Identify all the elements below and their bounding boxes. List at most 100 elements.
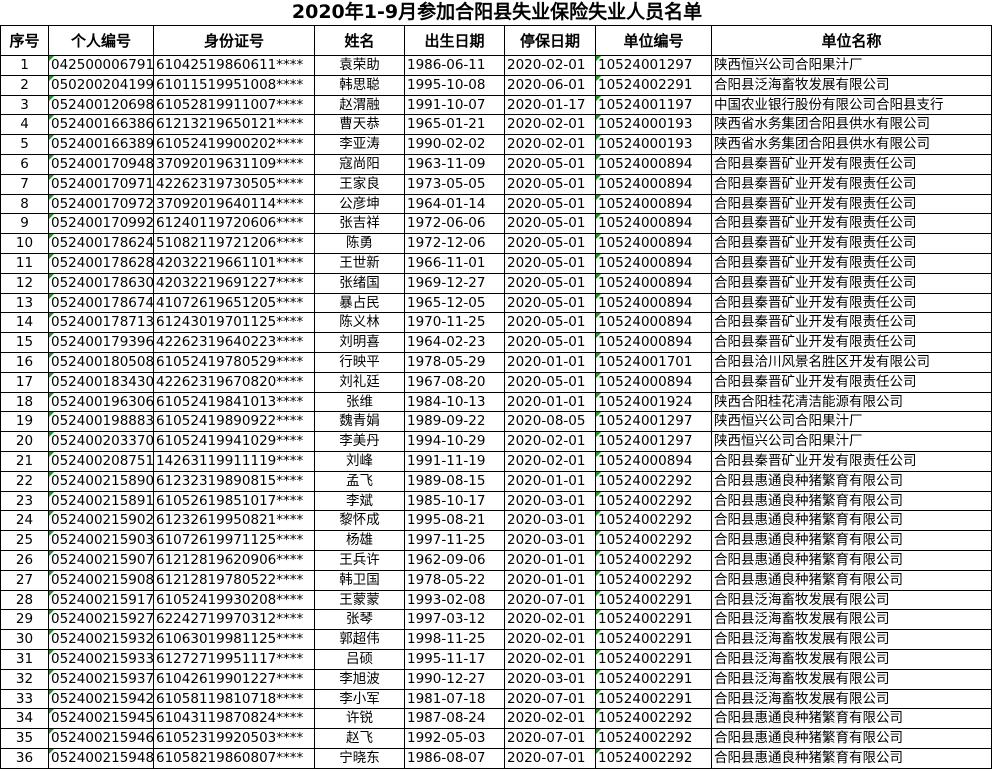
- cell-name[interactable]: 刘明喜: [314, 332, 405, 353]
- cell-id-card[interactable]: 61058219860807****: [153, 747, 315, 769]
- cell-personal-id[interactable]: 052400170948: [48, 153, 154, 175]
- cell-stop-date[interactable]: 2020-02-01: [504, 629, 596, 650]
- cell-name[interactable]: 魏青娟: [314, 411, 405, 433]
- cell-seq[interactable]: 17: [0, 371, 49, 393]
- cell-personal-id[interactable]: 052400179396: [48, 332, 154, 353]
- cell-birth-date[interactable]: 1986-06-11: [404, 55, 505, 76]
- cell-seq[interactable]: 27: [0, 569, 49, 591]
- cell-name[interactable]: 宁晓东: [314, 747, 405, 769]
- cell-stop-date[interactable]: 2020-06-01: [504, 74, 596, 96]
- cell-seq[interactable]: 25: [0, 530, 49, 551]
- cell-unit-name[interactable]: 合阳县秦晋矿业开发有限责任公司: [711, 312, 992, 334]
- cell-unit-id[interactable]: 10524000894: [595, 292, 712, 314]
- cell-name[interactable]: 寇尚阳: [314, 153, 405, 175]
- cell-birth-date[interactable]: 1998-11-25: [404, 629, 505, 650]
- cell-unit-id[interactable]: 10524000894: [595, 173, 712, 195]
- cell-id-card[interactable]: 37092019631109****: [153, 153, 315, 175]
- cell-birth-date[interactable]: 1995-08-21: [404, 510, 505, 532]
- cell-unit-name[interactable]: 合阳县秦晋矿业开发有限责任公司: [711, 332, 992, 353]
- cell-stop-date[interactable]: 2020-01-01: [504, 569, 596, 591]
- cell-stop-date[interactable]: 2020-01-01: [504, 391, 596, 413]
- cell-id-card[interactable]: 62242719970312****: [153, 609, 315, 631]
- cell-unit-id[interactable]: 10524001701: [595, 351, 712, 373]
- cell-personal-id[interactable]: 052400215942: [48, 688, 154, 710]
- col-header-unit-id[interactable]: 单位编号: [595, 25, 712, 56]
- cell-seq[interactable]: 24: [0, 510, 49, 532]
- cell-seq[interactable]: 23: [0, 490, 49, 512]
- cell-name[interactable]: 张绪国: [314, 272, 405, 294]
- cell-id-card[interactable]: 61212819620906****: [153, 549, 315, 571]
- cell-id-card[interactable]: 61213219650121****: [153, 114, 315, 136]
- cell-seq[interactable]: 28: [0, 589, 49, 611]
- cell-personal-id[interactable]: 052400166389: [48, 134, 154, 155]
- cell-seq[interactable]: 35: [0, 728, 49, 749]
- cell-stop-date[interactable]: 2020-02-01: [504, 114, 596, 136]
- cell-personal-id[interactable]: 052400178628: [48, 252, 154, 274]
- cell-id-card[interactable]: 61072619971125****: [153, 530, 315, 551]
- cell-unit-name[interactable]: 陕西省水务集团合阳县供水有限公司: [711, 134, 992, 155]
- cell-personal-id[interactable]: 052400170972: [48, 193, 154, 215]
- cell-stop-date[interactable]: 2020-01-01: [504, 470, 596, 492]
- cell-unit-id[interactable]: 10524002292: [595, 490, 712, 512]
- cell-unit-id[interactable]: 10524002292: [595, 728, 712, 749]
- cell-id-card[interactable]: 61052419890922****: [153, 411, 315, 433]
- cell-unit-id[interactable]: 10524000894: [595, 252, 712, 274]
- cell-personal-id[interactable]: 052400183430: [48, 371, 154, 393]
- cell-stop-date[interactable]: 2020-07-01: [504, 589, 596, 611]
- cell-stop-date[interactable]: 2020-03-01: [504, 530, 596, 551]
- cell-unit-name[interactable]: 合阳县惠通良种猪繁育有限公司: [711, 728, 992, 749]
- cell-seq[interactable]: 31: [0, 648, 49, 670]
- cell-unit-name[interactable]: 陕西恒兴公司合阳果汁厂: [711, 431, 992, 452]
- cell-id-card[interactable]: 14263119911119****: [153, 450, 315, 472]
- cell-stop-date[interactable]: 2020-02-01: [504, 648, 596, 670]
- cell-personal-id[interactable]: 052400166386: [48, 114, 154, 136]
- cell-id-card[interactable]: 42032219691227****: [153, 272, 315, 294]
- cell-personal-id[interactable]: 052400215933: [48, 648, 154, 670]
- cell-seq[interactable]: 2: [0, 74, 49, 96]
- cell-seq[interactable]: 32: [0, 668, 49, 690]
- cell-personal-id[interactable]: 052400215946: [48, 728, 154, 749]
- cell-personal-id[interactable]: 052400215927: [48, 609, 154, 631]
- cell-name[interactable]: 公彦坤: [314, 193, 405, 215]
- cell-birth-date[interactable]: 1990-12-27: [404, 668, 505, 690]
- cell-personal-id[interactable]: 052400215948: [48, 747, 154, 769]
- cell-stop-date[interactable]: 2020-05-01: [504, 292, 596, 314]
- cell-stop-date[interactable]: 2020-02-01: [504, 609, 596, 631]
- cell-unit-name[interactable]: 合阳县泛海畜牧发展有限公司: [711, 589, 992, 611]
- cell-name[interactable]: 李小军: [314, 688, 405, 710]
- cell-name[interactable]: 孟飞: [314, 470, 405, 492]
- cell-unit-id[interactable]: 10524002291: [595, 688, 712, 710]
- cell-unit-id[interactable]: 10524002292: [595, 530, 712, 551]
- cell-id-card[interactable]: 61052319920503****: [153, 728, 315, 749]
- cell-birth-date[interactable]: 1965-01-21: [404, 114, 505, 136]
- cell-name[interactable]: 韩思聪: [314, 74, 405, 96]
- cell-personal-id[interactable]: 052400178713: [48, 312, 154, 334]
- cell-birth-date[interactable]: 1965-12-05: [404, 292, 505, 314]
- cell-birth-date[interactable]: 1995-10-08: [404, 74, 505, 96]
- cell-personal-id[interactable]: 052400178630: [48, 272, 154, 294]
- cell-birth-date[interactable]: 1964-01-14: [404, 193, 505, 215]
- cell-unit-id[interactable]: 10524001924: [595, 391, 712, 413]
- cell-unit-id[interactable]: 10524000894: [595, 450, 712, 472]
- cell-seq[interactable]: 26: [0, 549, 49, 571]
- cell-unit-id[interactable]: 10524002291: [595, 629, 712, 650]
- cell-personal-id[interactable]: 052400120698: [48, 94, 154, 116]
- cell-unit-name[interactable]: 合阳县泛海畜牧发展有限公司: [711, 609, 992, 631]
- cell-stop-date[interactable]: 2020-02-01: [504, 55, 596, 76]
- cell-birth-date[interactable]: 1989-08-15: [404, 470, 505, 492]
- cell-unit-name[interactable]: 合阳县秦晋矿业开发有限责任公司: [711, 153, 992, 175]
- cell-personal-id[interactable]: 052400215932: [48, 629, 154, 650]
- cell-id-card[interactable]: 61052419941029****: [153, 431, 315, 452]
- cell-birth-date[interactable]: 1981-07-18: [404, 688, 505, 710]
- cell-unit-name[interactable]: 合阳县泛海畜牧发展有限公司: [711, 688, 992, 710]
- cell-unit-id[interactable]: 10524001197: [595, 94, 712, 116]
- cell-birth-date[interactable]: 1967-08-20: [404, 371, 505, 393]
- cell-id-card[interactable]: 42032219661101****: [153, 252, 315, 274]
- cell-id-card[interactable]: 61063019981125****: [153, 629, 315, 650]
- cell-seq[interactable]: 15: [0, 332, 49, 353]
- cell-seq[interactable]: 22: [0, 470, 49, 492]
- cell-unit-id[interactable]: 10524002292: [595, 470, 712, 492]
- cell-seq[interactable]: 14: [0, 312, 49, 334]
- cell-name[interactable]: 曹天恭: [314, 114, 405, 136]
- cell-seq[interactable]: 9: [0, 213, 49, 235]
